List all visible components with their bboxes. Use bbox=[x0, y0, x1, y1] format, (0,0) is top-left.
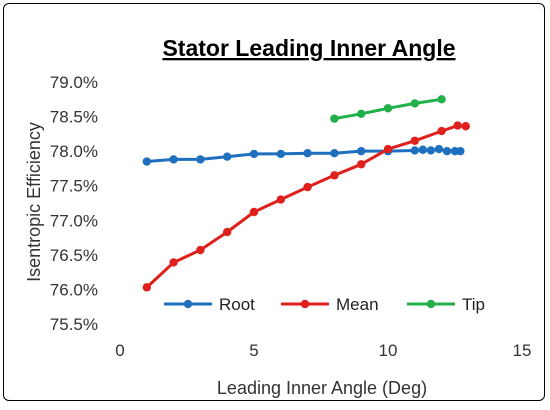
data-point-mean bbox=[142, 283, 151, 292]
data-point-mean bbox=[383, 144, 393, 154]
data-point-root bbox=[426, 146, 436, 155]
data-point-mean bbox=[196, 245, 205, 255]
data-point-mean bbox=[410, 136, 419, 145]
data-point-root bbox=[330, 149, 339, 158]
data-point-mean bbox=[453, 121, 462, 130]
legend-label-root: Root bbox=[219, 295, 255, 314]
data-point-root bbox=[418, 145, 428, 154]
y-axis-label: Isentropic Efficiency bbox=[24, 122, 44, 282]
legend-marker-mean bbox=[300, 299, 310, 309]
legend-marker-tip bbox=[426, 299, 436, 309]
x-axis-label: Leading Inner Angle (Deg) bbox=[217, 378, 427, 398]
y-tick-label: 76.0% bbox=[50, 280, 98, 299]
data-point-root bbox=[456, 146, 465, 156]
data-point-mean bbox=[437, 126, 446, 136]
data-point-root bbox=[142, 157, 151, 166]
data-point-mean bbox=[357, 160, 366, 169]
data-point-root bbox=[434, 144, 444, 154]
data-point-tip bbox=[410, 99, 419, 108]
x-tick-label: 15 bbox=[513, 341, 532, 360]
legend-label-mean: Mean bbox=[336, 295, 379, 314]
y-tick-label: 76.5% bbox=[50, 246, 98, 265]
data-point-mean bbox=[249, 207, 259, 217]
legend-label-tip: Tip bbox=[462, 295, 485, 314]
data-point-root bbox=[357, 146, 366, 156]
data-point-root bbox=[303, 149, 312, 158]
chart-title: Stator Leading Inner Angle bbox=[162, 35, 455, 61]
data-point-tip bbox=[357, 109, 366, 119]
y-tick-labels: 75.5% 76.0% 76.5% 77.0% 77.5% 78.0% 78.5% 79.0% bbox=[50, 73, 98, 334]
data-point-mean bbox=[461, 122, 470, 131]
data-point-mean bbox=[276, 195, 285, 204]
series-layer bbox=[142, 95, 470, 292]
data-point-tip bbox=[330, 114, 339, 123]
data-point-mean bbox=[169, 258, 178, 267]
y-tick-label: 77.5% bbox=[50, 177, 98, 196]
data-point-tip bbox=[437, 95, 446, 104]
legend: Root Mean Tip bbox=[164, 295, 485, 314]
legend-marker-root bbox=[183, 299, 193, 309]
data-point-mean bbox=[330, 171, 339, 180]
y-tick-label: 79.0% bbox=[50, 73, 98, 92]
chart-frame: Stator Leading Inner Angle Isentropic Ef… bbox=[3, 3, 545, 401]
x-tick-label: 5 bbox=[249, 341, 258, 360]
x-tick-label: 0 bbox=[115, 341, 124, 360]
data-point-root bbox=[169, 155, 178, 164]
data-point-tip bbox=[383, 104, 393, 113]
x-tick-label: 10 bbox=[379, 341, 398, 360]
data-point-root bbox=[442, 146, 452, 156]
y-tick-label: 78.0% bbox=[50, 142, 98, 161]
data-point-mean bbox=[303, 182, 312, 192]
data-point-root bbox=[196, 155, 205, 164]
y-tick-label: 78.5% bbox=[50, 108, 98, 127]
data-point-root bbox=[223, 152, 232, 161]
data-point-mean bbox=[223, 227, 232, 237]
data-point-root bbox=[249, 149, 259, 159]
series-line-mean bbox=[145, 124, 466, 289]
data-point-root bbox=[276, 149, 285, 159]
chart-canvas: Stator Leading Inner Angle Isentropic Ef… bbox=[24, 35, 531, 398]
x-tick-labels: 0 5 10 15 bbox=[115, 341, 531, 360]
y-tick-label: 75.5% bbox=[50, 315, 98, 334]
data-point-root bbox=[410, 146, 419, 155]
y-tick-label: 77.0% bbox=[50, 211, 98, 230]
